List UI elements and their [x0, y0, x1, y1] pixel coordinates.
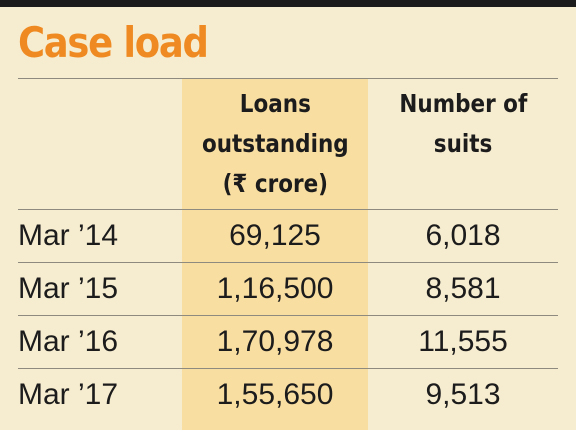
- top-rule: [0, 0, 576, 7]
- table-row: Mar ’15 1,16,500 8,581: [18, 262, 558, 316]
- header-row: Loans outstanding (₹ crore) Number of su…: [18, 79, 558, 210]
- loans-cell: 1,16,500: [182, 262, 368, 316]
- table-row: Mar ’14 69,125 6,018: [18, 209, 558, 263]
- suits-cell: 9,513: [425, 377, 501, 411]
- suits-cell: 6,018: [368, 209, 558, 263]
- loans-cell: 1,70,978: [182, 315, 368, 369]
- row-label: Mar ’15: [18, 262, 182, 316]
- header-number-of-suits: Number of suits: [368, 79, 558, 210]
- suits-cell: 11,555: [368, 315, 558, 369]
- chart-title: Case load: [18, 18, 209, 67]
- table-row: Mar ’16 1,70,978 11,555: [18, 315, 558, 369]
- suits-cell: 8,581: [368, 262, 558, 316]
- header-period: [18, 79, 182, 210]
- header-loans-line: outstanding: [201, 129, 349, 158]
- row-label: Mar ’16: [18, 315, 182, 369]
- data-table: Loans outstanding (₹ crore) Number of su…: [18, 79, 558, 421]
- header-loans-outstanding: Loans outstanding (₹ crore): [182, 79, 368, 210]
- loans-cell: 1,55,650: [216, 377, 334, 411]
- title-divider: [18, 78, 558, 79]
- row-label: Mar ’17: [18, 377, 119, 411]
- header-suits-line: Number of: [399, 89, 527, 118]
- header-suits-line: suits: [433, 129, 493, 158]
- header-loans-line: (₹ crore): [222, 169, 328, 198]
- row-label: Mar ’14: [18, 209, 182, 263]
- table-row: Mar ’17 1,55,650 9,513: [18, 368, 558, 421]
- header-loans-line: Loans: [239, 89, 311, 118]
- loans-cell: 69,125: [182, 209, 368, 263]
